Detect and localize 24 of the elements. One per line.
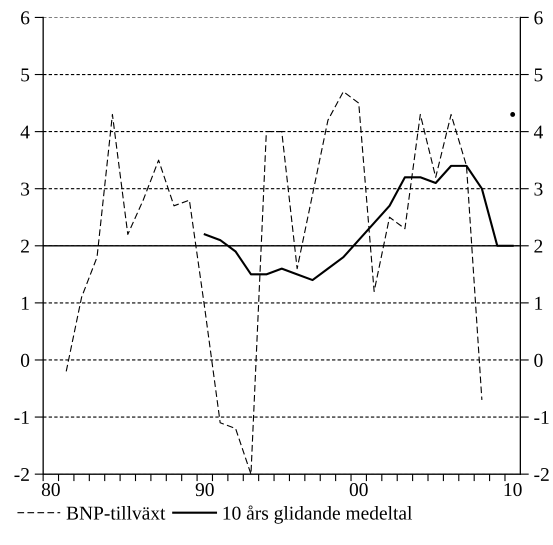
y-tick-label: 1 [22, 296, 29, 310]
y2-tick-label: -1 [534, 410, 549, 424]
x-tick-label: 80 [42, 483, 60, 496]
x-tick-label: 90 [196, 483, 214, 496]
y2-tick-label: 1 [535, 296, 542, 310]
y-tick-label: 0 [20, 354, 30, 367]
y2-tick-label: 6 [534, 11, 543, 24]
y2-tick-label: -2 [534, 468, 549, 481]
y-tick-label: -1 [14, 410, 29, 424]
y2-tick-label: 0 [534, 354, 543, 367]
y2-tick-label: 2 [534, 240, 542, 253]
y2-tick-label: 3 [534, 182, 543, 196]
legend-label: BNP-tillväxt [66, 506, 166, 520]
y2-tick-label: 5 [534, 68, 543, 82]
y-tick-label: -2 [14, 468, 29, 481]
y-tick-label: 2 [21, 240, 29, 253]
x-tick-label: 00 [350, 483, 368, 496]
legend-label: 10 års glidande medeltal [224, 505, 412, 524]
x-tick-label: 10 [504, 483, 522, 496]
y-tick-label: 6 [21, 11, 30, 24]
y-tick-label: 4 [20, 126, 30, 138]
y2-tick-label: 4 [534, 126, 543, 138]
y-tick-label: 3 [21, 182, 30, 196]
y-tick-label: 5 [21, 68, 30, 82]
